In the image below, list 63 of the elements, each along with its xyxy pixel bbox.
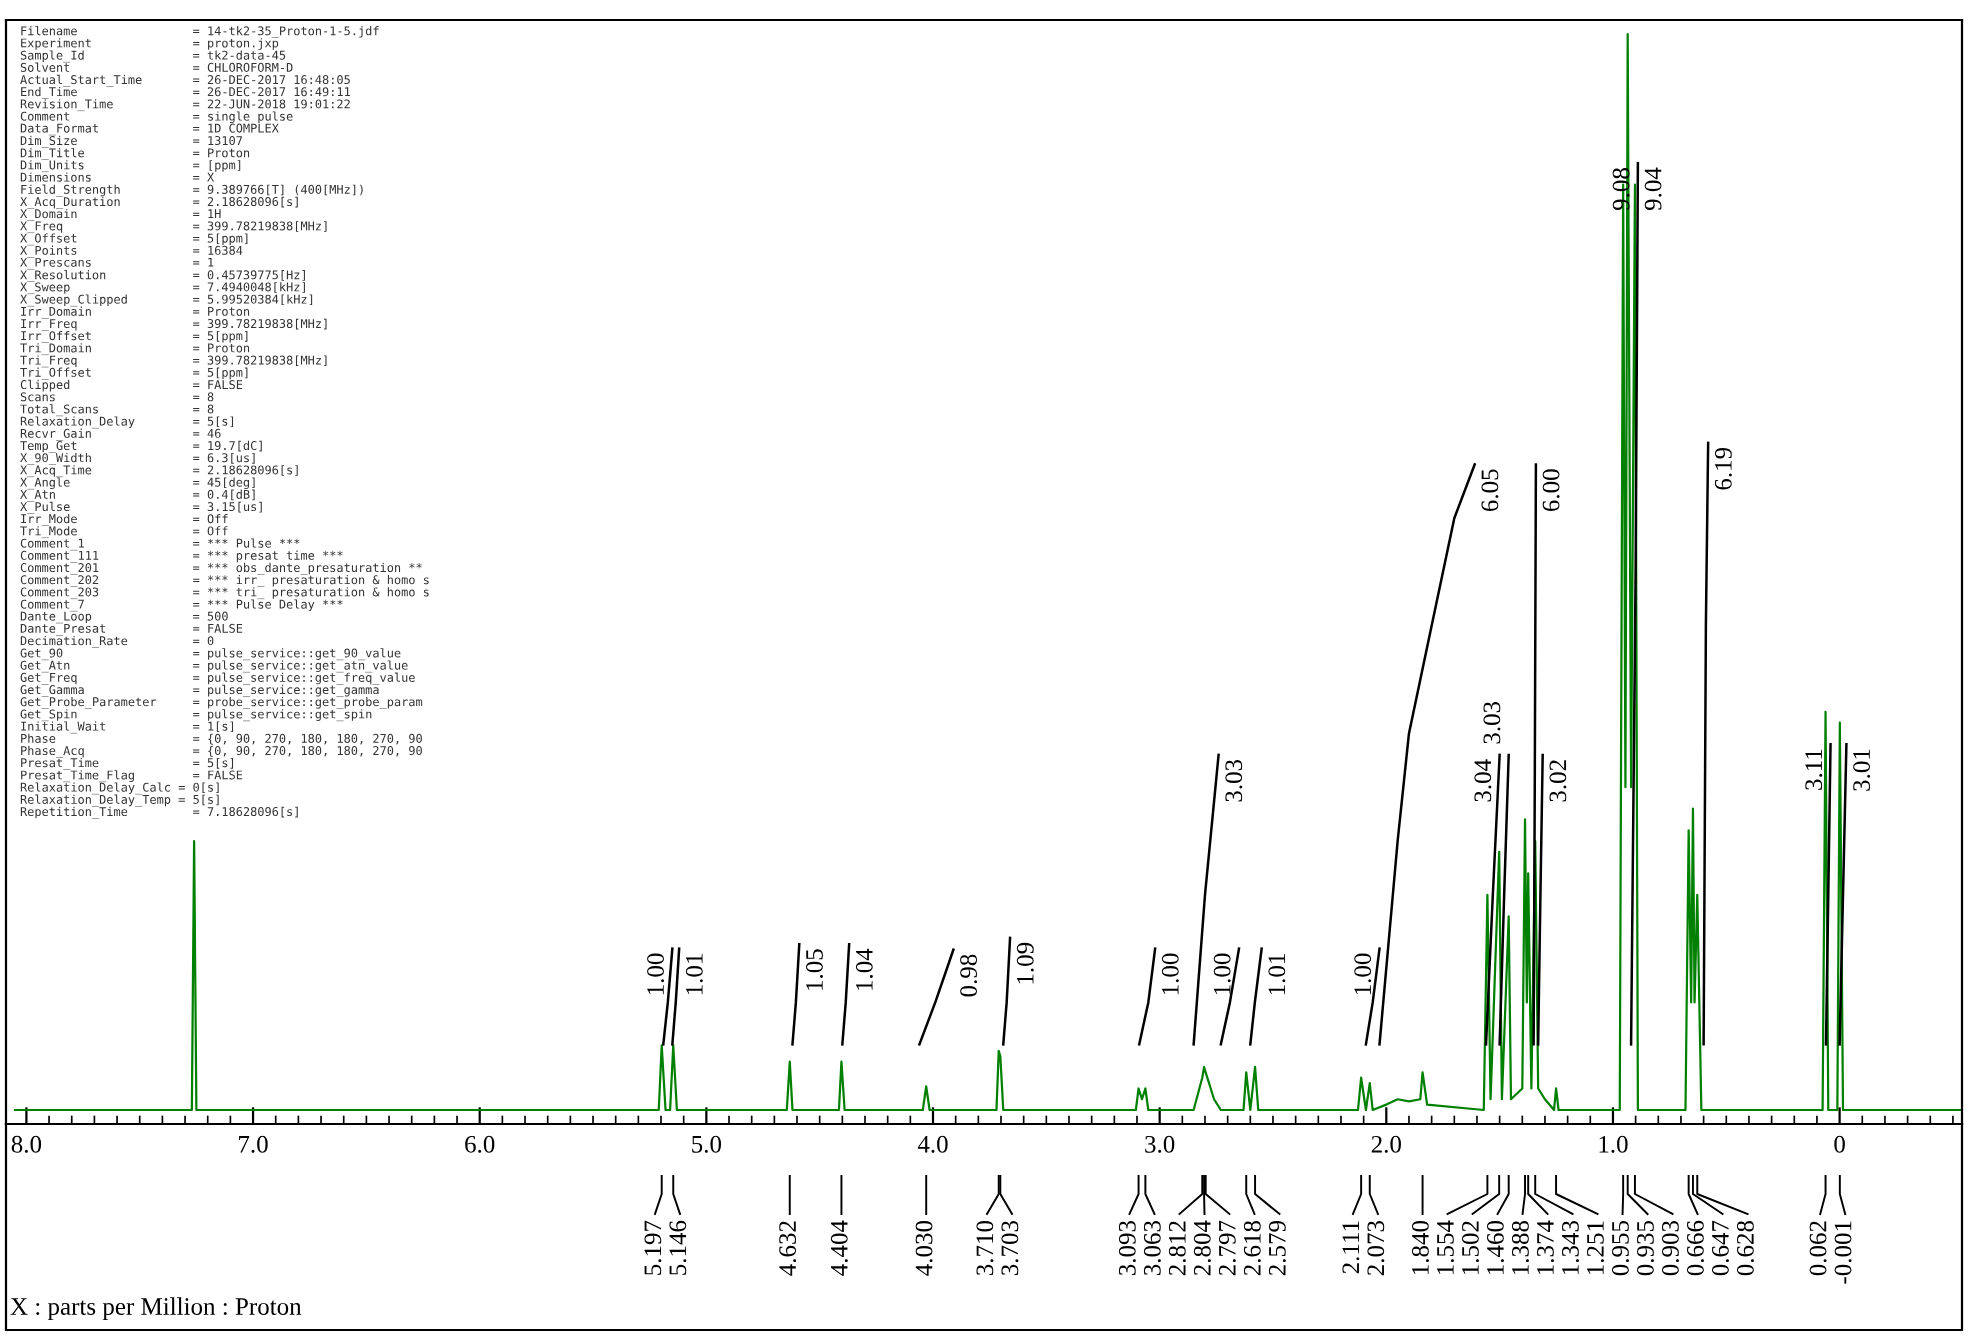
annotation: 1.04 — [855, 948, 873, 990]
x-tick-label: 8.0 — [11, 1135, 42, 1153]
annotation: 1.460 — [1486, 1220, 1504, 1275]
annotation: 5.146 — [669, 1220, 687, 1275]
annotation: 3.093 — [1118, 1220, 1136, 1276]
annotation: 4.404 — [830, 1220, 848, 1276]
annotation: 1.01 — [1268, 954, 1286, 995]
annotation: 3.710 — [976, 1220, 994, 1276]
annotation: 9.04 — [1644, 167, 1662, 211]
annotation: 2.073 — [1367, 1220, 1385, 1276]
annotation: 3.063 — [1143, 1220, 1161, 1276]
annotation: 3.02 — [1549, 760, 1567, 802]
annotation: 1.554 — [1437, 1220, 1454, 1275]
annotation: 9.08 — [1612, 168, 1630, 211]
annotation: 1.502 — [1461, 1221, 1479, 1275]
annotation: -0.001 — [1834, 1221, 1852, 1284]
annotation: 0.98 — [960, 954, 978, 997]
annotation: 1.00 — [1161, 953, 1179, 995]
annotation: 1.343 — [1562, 1220, 1579, 1275]
annotation: 1.840 — [1411, 1220, 1429, 1275]
annotation: 2.618 — [1243, 1220, 1261, 1276]
annotation: 2.797 — [1218, 1220, 1236, 1276]
x-tick-label: 5.0 — [692, 1135, 722, 1153]
annotation: 3.04 — [1474, 759, 1492, 802]
annotation: 1.00 — [647, 953, 665, 995]
annotation: 2.579 — [1268, 1221, 1286, 1276]
annotation: 1.374 — [1537, 1220, 1554, 1275]
annotation: 0.647 — [1711, 1220, 1729, 1276]
x-tick-label: 2.0 — [1371, 1135, 1401, 1153]
text: X : parts per Million : Proton — [10, 1297, 302, 1320]
annotation: 0.955 — [1611, 1220, 1629, 1276]
annotation: 3.03 — [1225, 759, 1243, 802]
annotation: 1.00 — [1213, 953, 1231, 995]
annotation: 4.030 — [915, 1220, 933, 1276]
annotation: 4.632 — [779, 1221, 797, 1276]
annotation: 0.935 — [1636, 1220, 1654, 1276]
annotation: 1.00 — [1354, 953, 1372, 995]
annotation: 3.11 — [1805, 749, 1823, 790]
x-tick-label: 7.0 — [239, 1135, 268, 1153]
annotation: 1.388 — [1511, 1220, 1529, 1275]
annotation: 0.666 — [1686, 1220, 1704, 1276]
annotation: 5.197 — [644, 1220, 662, 1275]
annotation: 1.09 — [1016, 942, 1034, 984]
x-tick-label: 1.0 — [1599, 1135, 1628, 1153]
annotation: 2.111 — [1342, 1221, 1360, 1274]
annotation: 0.062 — [1809, 1221, 1827, 1276]
x-tick-label: 0 — [1834, 1135, 1845, 1153]
x-tick-label: 3.0 — [1145, 1135, 1175, 1153]
x-tick-label: 6.0 — [465, 1135, 495, 1153]
annotation: 1.251 — [1587, 1221, 1604, 1275]
annotation: 0.628 — [1736, 1220, 1754, 1276]
annotation: 2.804 — [1193, 1220, 1211, 1276]
annotation: 3.03 — [1483, 701, 1501, 744]
annotation: 0.903 — [1661, 1220, 1679, 1276]
annotation: 1.01 — [685, 954, 703, 995]
annotation: 6.05 — [1481, 469, 1499, 512]
annotation: 3.703 — [1001, 1220, 1019, 1276]
x-tick-label: 4.0 — [917, 1135, 948, 1153]
annotation: 1.05 — [806, 949, 823, 990]
annotation: 6.00 — [1542, 469, 1560, 512]
annotation: 3.01 — [1853, 749, 1871, 791]
annotation: 6.19 — [1714, 447, 1732, 490]
annotation: 2.812 — [1168, 1221, 1186, 1276]
